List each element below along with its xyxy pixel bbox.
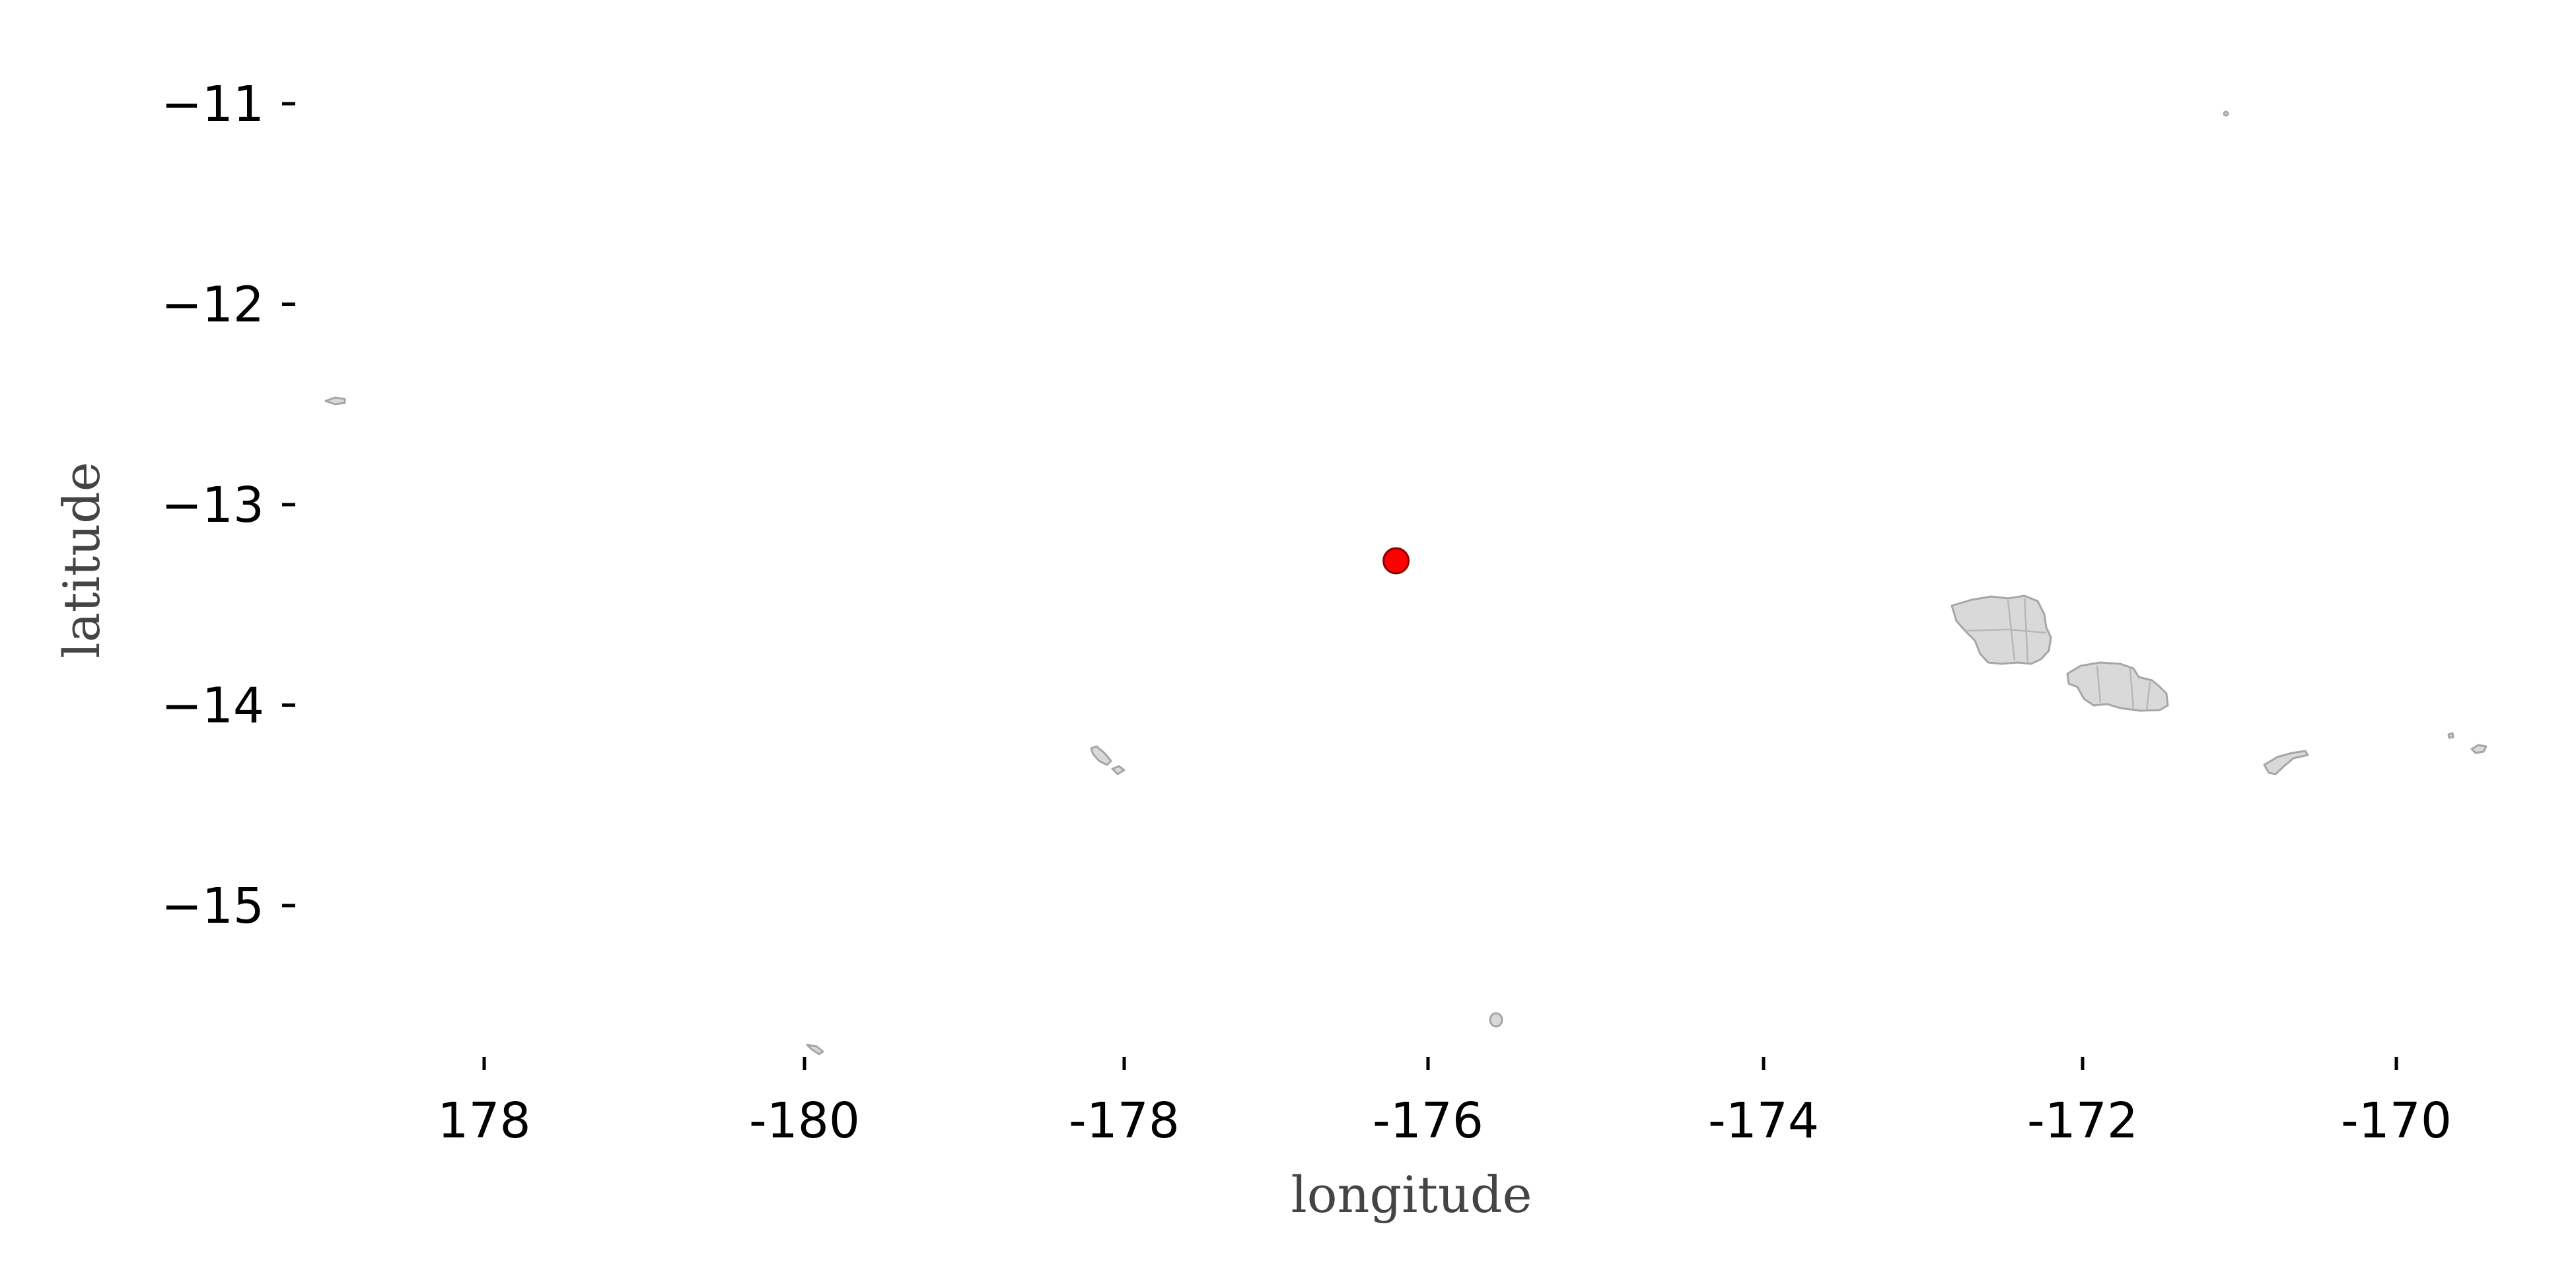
- land-ofu: [2447, 732, 2454, 739]
- land-swains: [2223, 110, 2229, 117]
- y-axis: −11 −12 −13 −14 −15: [161, 76, 295, 935]
- land-niuafoou: [1489, 1012, 1503, 1028]
- x-tick-label: -180: [749, 1092, 860, 1149]
- x-tick-label: -178: [1069, 1092, 1180, 1149]
- x-tick-label: -174: [1708, 1092, 1819, 1149]
- land-upolu: [2066, 661, 2169, 712]
- location-marker: [1382, 547, 1410, 575]
- border-upolu-2: [2129, 668, 2135, 710]
- x-axis: 178 -180 -178 -176 -174 -172 -170: [437, 1057, 2452, 1149]
- x-axis-title: longitude: [1291, 1165, 1532, 1224]
- land-rotuma: [324, 396, 346, 406]
- border-upolu-1: [2096, 665, 2102, 703]
- x-tick-label: -176: [1373, 1092, 1484, 1149]
- border-savaii-2: [1964, 628, 2047, 634]
- land-tutuila: [2263, 750, 2309, 775]
- points-layer: [1382, 547, 1410, 575]
- x-tick-label: -172: [2027, 1092, 2138, 1149]
- y-tick-label: −15: [161, 878, 264, 935]
- border-savaii-3: [2023, 597, 2029, 662]
- land-wallis-2: [1111, 765, 1126, 775]
- y-tick-label: −13: [161, 477, 264, 534]
- border-upolu-3: [2145, 681, 2151, 711]
- land-wallis-1: [1090, 745, 1112, 766]
- land-futuna: [806, 1044, 824, 1055]
- y-axis-title: latitude: [52, 462, 111, 659]
- y-tick-label: −11: [161, 76, 264, 133]
- land-tau: [2470, 744, 2487, 754]
- x-tick-label: -170: [2341, 1092, 2452, 1149]
- y-tick-label: −12: [161, 277, 264, 334]
- x-tick-label: 178: [437, 1092, 530, 1149]
- y-tick-label: −14: [161, 678, 264, 734]
- land-layer: [324, 110, 2487, 1055]
